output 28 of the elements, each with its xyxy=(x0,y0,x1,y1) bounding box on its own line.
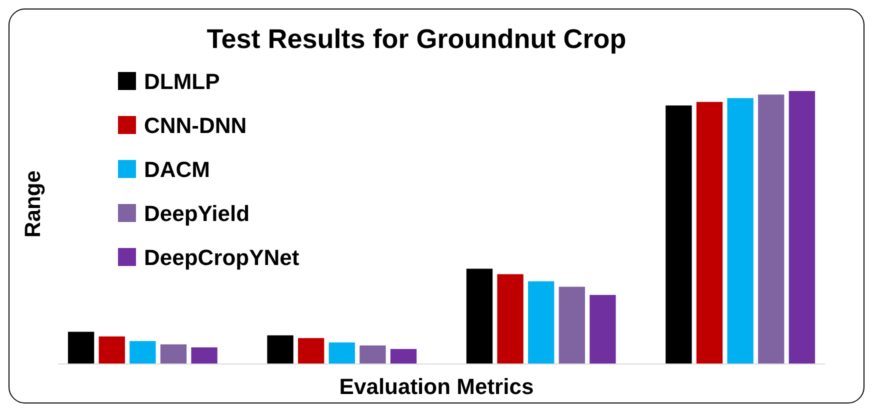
bar xyxy=(727,98,754,364)
bar xyxy=(390,348,417,364)
bar xyxy=(558,286,586,364)
bar xyxy=(267,335,294,364)
y-axis-title: Range xyxy=(20,170,45,238)
bar xyxy=(68,332,94,364)
bar xyxy=(130,341,156,364)
legend-label: DACM xyxy=(144,157,210,182)
x-axis-title: Evaluation Metrics xyxy=(339,374,534,399)
bar xyxy=(696,102,723,364)
legend-label: CNN-DNN xyxy=(144,113,247,138)
bar xyxy=(360,345,386,364)
bar xyxy=(160,344,187,364)
bar xyxy=(666,105,692,364)
legend-label: DeepYield xyxy=(144,201,250,226)
bar xyxy=(590,294,616,364)
bar xyxy=(328,342,355,364)
bar xyxy=(98,336,125,364)
bar xyxy=(788,91,816,364)
legend-label: DLMLP xyxy=(144,69,220,94)
legend-label: DeepCropYNet xyxy=(144,245,300,270)
bar xyxy=(191,347,218,364)
bar xyxy=(298,338,324,364)
bar xyxy=(528,281,554,364)
chart-title: Test Results for Groundnut Crop xyxy=(206,24,626,54)
bar xyxy=(466,268,493,364)
bar xyxy=(497,274,524,364)
bar xyxy=(758,94,784,364)
